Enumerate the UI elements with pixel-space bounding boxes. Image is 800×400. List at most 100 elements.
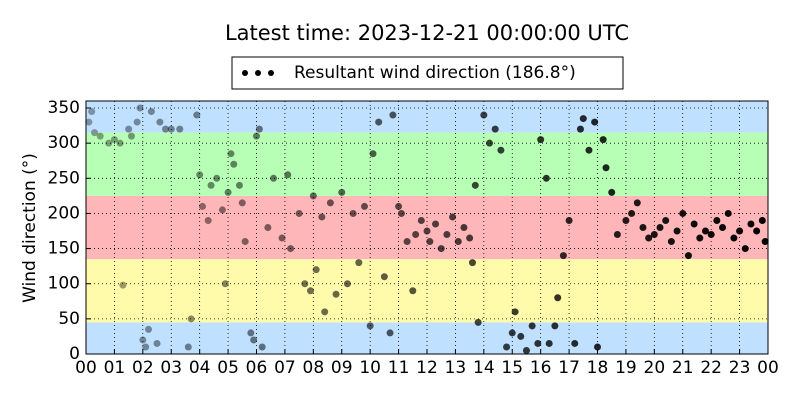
data-point [403,238,411,246]
data-point [105,139,113,147]
data-point [255,125,263,133]
data-point [696,234,704,242]
data-point [497,146,505,154]
direction-band [86,132,768,196]
data-point [571,339,579,347]
data-point [486,139,494,147]
data-point [366,322,374,330]
data-point [184,343,192,351]
data-point [235,181,243,189]
x-tick-label: 12 [416,358,438,378]
x-tick-label: 14 [473,358,495,378]
data-point [389,111,397,119]
legend-label: Resultant wind direction (186.8°) [294,63,576,83]
data-point [85,118,93,126]
x-tick-label: 10 [359,358,381,378]
data-point [679,209,687,217]
data-point [480,111,488,119]
y-tick-label: 350 [48,98,80,118]
y-tick-label: 0 [69,344,80,364]
data-point [650,231,658,239]
data-point [397,209,405,217]
data-point [599,136,607,144]
data-point [508,329,516,337]
x-tick-label: 15 [501,358,523,378]
data-point [96,132,104,140]
data-point [466,234,474,242]
data-point [460,224,468,231]
data-point [270,174,278,182]
x-tick-label: 00 [757,358,779,378]
data-point [724,209,732,217]
data-point [301,280,309,288]
data-point [474,318,482,326]
x-tick-label: 09 [331,358,353,378]
data-point [395,202,403,210]
data-point [579,115,587,123]
x-tick-label: 17 [558,358,580,378]
data-point [326,199,334,207]
data-point [380,273,388,281]
data-point [454,238,462,246]
data-point [247,329,255,337]
data-point [608,188,616,196]
data-point [250,336,258,344]
data-point [613,231,621,239]
data-point [758,216,766,224]
data-point [585,146,593,154]
data-point [196,171,204,179]
data-point [343,280,351,288]
data-point [139,336,147,344]
x-tick-label: 21 [672,358,694,378]
data-point [136,104,144,112]
data-point [142,343,150,351]
data-point [207,181,215,189]
data-point [309,192,317,200]
x-tick-label: 02 [132,358,154,378]
y-tick-label: 200 [48,203,80,223]
data-point [125,125,133,133]
data-point [119,281,127,289]
data-point [386,329,394,337]
data-point [295,209,303,217]
y-tick-label: 300 [48,133,80,153]
data-point [662,216,670,224]
data-point [423,227,431,235]
data-point [375,118,383,126]
y-tick-label: 100 [48,274,80,294]
data-point [241,238,249,246]
data-point [369,150,377,158]
data-point [522,346,530,354]
data-point [412,231,420,239]
x-tick-label: 16 [530,358,552,378]
data-point [667,238,675,246]
data-point [639,224,647,231]
data-point [332,290,340,298]
y-axis-label: Wind direction (°) [20,153,40,303]
data-point [576,125,584,133]
data-point [528,322,536,330]
data-point [287,245,295,253]
data-point [318,213,326,221]
data-point [449,213,457,221]
data-point [437,245,445,253]
data-point [542,174,550,182]
x-tick-label: 00 [75,358,97,378]
data-point [116,139,124,147]
data-point [551,322,559,330]
data-point [622,216,630,224]
data-point [684,252,692,260]
x-tick-label: 06 [246,358,268,378]
x-tick-label: 08 [303,358,325,378]
chart-title: Latest time: 2023-12-21 00:00:00 UTC [225,21,629,45]
y-tick-label: 50 [58,309,80,329]
data-point [628,209,636,217]
data-point [360,202,368,210]
x-tick-label: 11 [388,358,410,378]
data-point [167,125,175,133]
data-point [537,136,545,144]
data-point [690,220,698,228]
data-point [409,287,417,295]
data-point [713,216,721,224]
data-point [133,118,141,126]
